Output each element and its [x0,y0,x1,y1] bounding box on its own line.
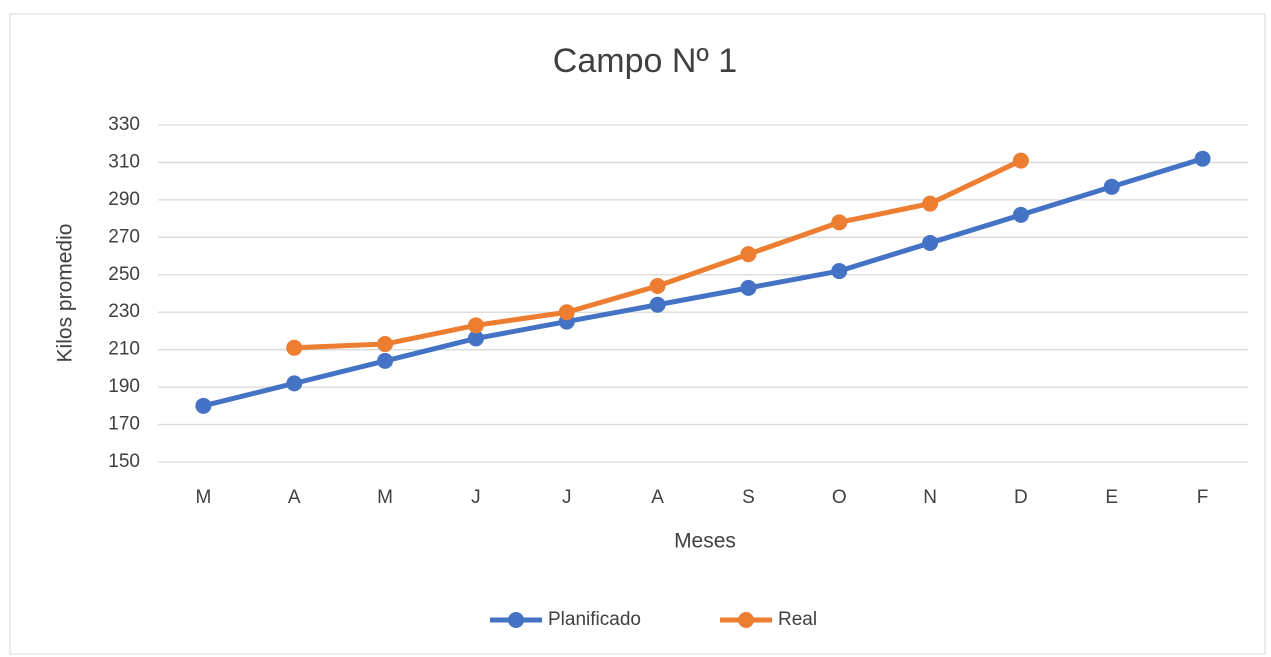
y-tick-label: 330 [108,114,140,135]
y-tick-label: 190 [108,376,140,397]
data-point [1012,206,1029,223]
x-tick-label: D [1014,487,1028,508]
y-axis-label: Kilos promedio [54,224,77,363]
data-point [467,317,484,334]
x-tick-label: S [742,487,755,508]
legend-marker [738,612,754,628]
data-point [740,279,757,296]
data-point [831,263,848,280]
data-point [558,304,575,321]
data-point [286,339,303,356]
x-tick-label: F [1197,487,1209,508]
x-tick-label: O [832,487,847,508]
y-tick-label: 230 [108,301,140,322]
data-point [377,352,394,369]
x-tick-label: M [196,487,212,508]
data-point [1012,152,1029,169]
x-tick-label: J [562,487,572,508]
y-tick-label: 250 [108,264,140,285]
data-point [740,246,757,263]
data-point [1194,150,1211,167]
x-axis-label: Meses [674,530,736,553]
y-tick-label: 290 [108,189,140,210]
data-point [1103,178,1120,195]
y-tick-label: 150 [108,451,140,472]
data-point [286,375,303,392]
data-point [649,278,666,295]
data-point [649,296,666,313]
data-point [922,195,939,212]
series-line [202,156,1204,409]
data-point [467,330,484,347]
data-point [922,234,939,251]
y-tick-label: 210 [108,339,140,360]
x-tick-label: E [1105,487,1118,508]
y-tick-label: 170 [108,414,140,435]
legend-marker [508,612,524,628]
data-point [831,214,848,231]
x-tick-label: N [923,487,937,508]
x-tick-label: J [471,487,481,508]
x-tick-label: A [288,487,301,508]
chart-title: Campo Nº 1 [553,42,737,80]
chart-frame [9,13,1266,655]
y-tick-label: 310 [108,151,140,172]
y-tick-label: 270 [108,226,140,247]
data-point [377,336,394,353]
data-point [195,397,212,414]
x-tick-label: A [651,487,664,508]
legend-label: Real [778,609,817,630]
x-tick-label: M [377,487,393,508]
legend-label: Planificado [548,609,641,630]
